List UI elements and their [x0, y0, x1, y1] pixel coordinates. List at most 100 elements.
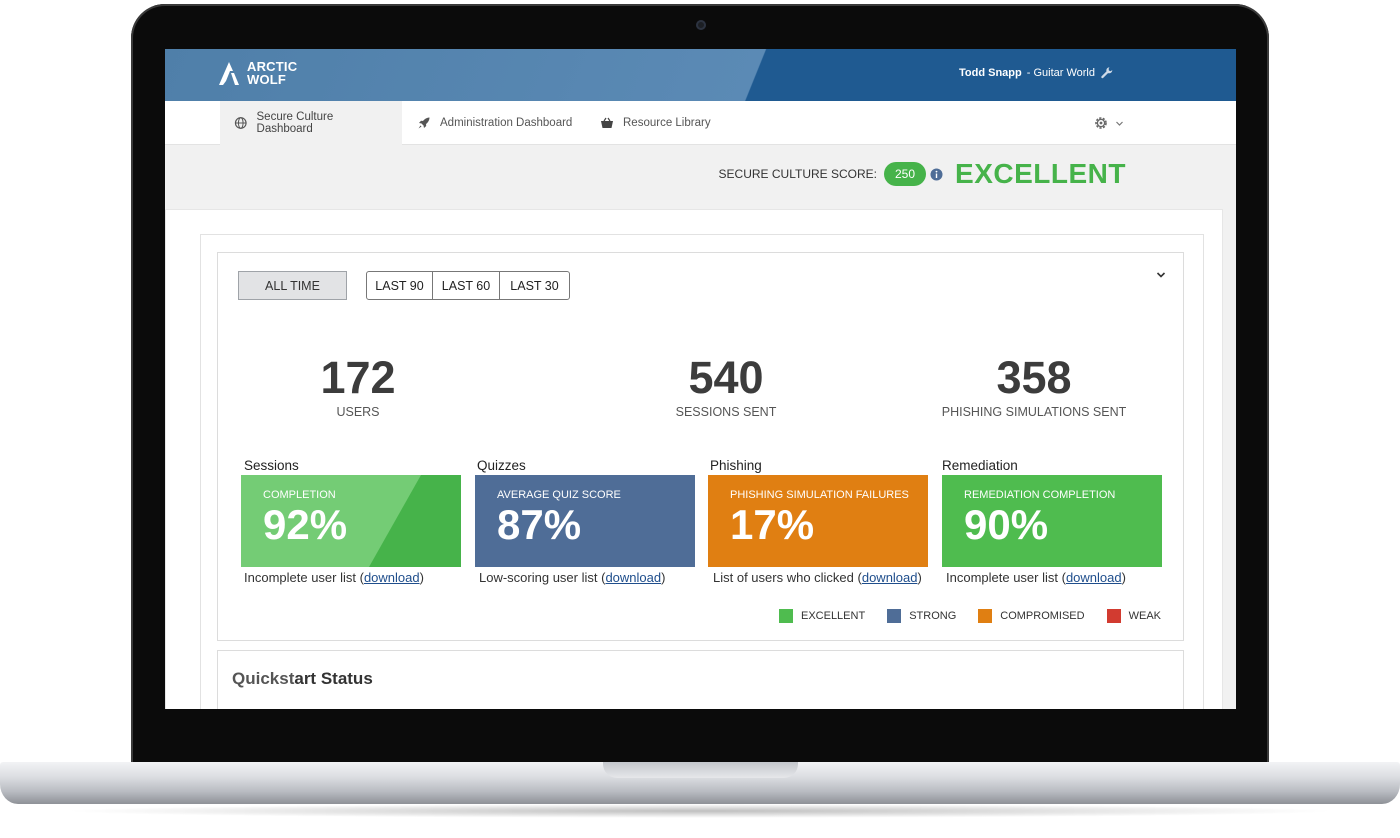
stat-value: 540 — [688, 352, 764, 403]
last-30-button[interactable]: LAST 30 — [499, 271, 570, 300]
legend-swatch — [887, 609, 902, 623]
tab-administration-dashboard[interactable]: Administration Dashboard — [403, 101, 586, 145]
tile-subtitle: REMEDIATION COMPLETION — [964, 489, 1116, 501]
gear-icon — [1095, 117, 1107, 129]
laptop-shadow — [60, 804, 1340, 818]
stat-label: PHISHING SIMULATIONS SENT — [941, 405, 1127, 419]
score-label: SECURE CULTURE SCORE: — [718, 167, 877, 181]
link-prefix: List of users who clicked ( — [713, 570, 862, 585]
tile-title: Sessions — [244, 458, 299, 473]
tab-label: Administration Dashboard — [440, 117, 573, 129]
stat-value: 172 — [320, 352, 396, 403]
link-suffix: ) — [661, 570, 666, 585]
logo-text: ARCTIC WOLF — [247, 60, 297, 86]
wrench-icon[interactable] — [1100, 66, 1114, 80]
tile-phishing: Phishing PHISHING SIMULATION FAILURES 17… — [708, 457, 928, 585]
info-icon[interactable] — [930, 168, 943, 181]
quickstart-title: Quickstart Status — [232, 669, 373, 689]
tile-value: 87% — [497, 501, 582, 548]
legend-label: STRONG — [909, 610, 957, 622]
screen: ARCTIC WOLF Todd Snapp - Guitar World Se… — [165, 49, 1236, 709]
score-rating: EXCELLENT — [955, 158, 1126, 189]
metrics-card: ALL TIME LAST 90 LAST 60 LAST 30 172 USE… — [217, 252, 1184, 641]
legend-swatch — [778, 609, 793, 623]
rocket-icon — [418, 117, 430, 129]
tile-link-text: Incomplete user list (download) — [942, 570, 1162, 585]
last-90-button[interactable]: LAST 90 — [366, 271, 433, 300]
settings-menu[interactable] — [1093, 115, 1124, 131]
top-bar: ARCTIC WOLF Todd Snapp - Guitar World — [165, 49, 1236, 101]
legend-label: COMPROMISED — [1000, 610, 1085, 622]
tile-stripe — [369, 475, 461, 567]
status-legend: EXCELLENT STRONG COMPROMISED WEAK — [778, 609, 1161, 623]
stat-value: 358 — [996, 352, 1072, 403]
download-link[interactable]: download — [605, 570, 662, 585]
download-link[interactable]: download — [1065, 570, 1122, 585]
tile-card[interactable]: REMEDIATION COMPLETION 90% — [942, 475, 1162, 567]
tile-sessions: Sessions COMPLETION 92% Incomplete user … — [241, 457, 461, 585]
tile-title: Remediation — [942, 458, 1018, 473]
link-suffix: ) — [1121, 570, 1126, 585]
tile-card[interactable]: AVERAGE QUIZ SCORE 87% — [475, 475, 695, 567]
link-suffix: ) — [419, 570, 424, 585]
tile-subtitle: COMPLETION — [263, 489, 336, 501]
basket-icon — [601, 117, 613, 128]
laptop-notch — [603, 762, 798, 778]
chevron-down-icon — [1116, 121, 1123, 126]
legend-item-strong: STRONG — [887, 609, 956, 623]
all-time-button[interactable]: ALL TIME — [238, 271, 347, 300]
link-suffix: ) — [917, 570, 922, 585]
user-menu[interactable]: Todd Snapp - Guitar World — [959, 66, 1114, 80]
tile-title: Quizzes — [477, 458, 526, 473]
tab-resource-library[interactable]: Resource Library — [586, 101, 725, 145]
tab-label: Secure Culture Dashboard — [256, 111, 334, 135]
stat-sessions-sent: 540 SESSIONS SENT — [666, 352, 786, 420]
legend-swatch — [978, 609, 993, 623]
stat-phishing-simulations-sent: 358 PHISHING SIMULATIONS SENT — [934, 352, 1134, 420]
download-link[interactable]: download — [363, 570, 420, 585]
tile-subtitle: PHISHING SIMULATION FAILURES — [730, 489, 909, 501]
legend-item-weak: WEAK — [1106, 609, 1161, 623]
legend-item-excellent: EXCELLENT — [778, 609, 866, 623]
legend-label: EXCELLENT — [800, 610, 866, 622]
tile-card[interactable]: PHISHING SIMULATION FAILURES 17% — [708, 475, 928, 567]
tile-value: 92% — [263, 501, 348, 548]
score-badge: 250 — [884, 162, 927, 186]
last-60-button[interactable]: LAST 60 — [432, 271, 500, 300]
webcam-icon — [696, 20, 706, 30]
legend-swatch — [1106, 609, 1121, 623]
tile-link-text: List of users who clicked (download) — [708, 570, 928, 585]
logo-line-1: ARCTIC — [247, 59, 298, 74]
tab-label: Resource Library — [623, 117, 711, 129]
quickstart-title-part-2: art Status — [294, 669, 373, 688]
user-name: Todd Snapp — [959, 67, 1022, 79]
secure-culture-score: SECURE CULTURE SCORE: 250 EXCELLENT — [719, 158, 1126, 190]
link-prefix: Low-scoring user list ( — [479, 570, 606, 585]
stat-users: 172 USERS — [298, 352, 418, 420]
stat-label: USERS — [336, 405, 380, 419]
tile-link-text: Incomplete user list (download) — [241, 570, 461, 585]
collapse-chevron-icon[interactable] — [1155, 269, 1167, 281]
tile-remediation: Remediation REMEDIATION COMPLETION 90% I… — [942, 457, 1162, 585]
download-link[interactable]: download — [861, 570, 918, 585]
tile-link-text: Low-scoring user list (download) — [475, 570, 695, 585]
legend-item-compromised: COMPROMISED — [978, 609, 1085, 623]
arctic-wolf-logo[interactable]: ARCTIC WOLF — [217, 59, 297, 87]
quickstart-title-part-1: Quickst — [232, 669, 295, 688]
range-button-group: LAST 90 LAST 60 LAST 30 — [366, 271, 570, 300]
tile-subtitle: AVERAGE QUIZ SCORE — [497, 489, 621, 501]
legend-label: WEAK — [1128, 610, 1161, 622]
wolf-mountain-icon — [219, 62, 239, 85]
link-prefix: Incomplete user list ( — [946, 570, 1066, 585]
tile-card[interactable]: COMPLETION 92% — [241, 475, 461, 567]
link-prefix: Incomplete user list ( — [244, 570, 364, 585]
globe-icon — [234, 117, 247, 129]
stat-label: SESSIONS SENT — [675, 405, 777, 419]
tile-value: 90% — [964, 501, 1049, 548]
tile-quizzes: Quizzes AVERAGE QUIZ SCORE 87% Low-scori… — [475, 457, 695, 585]
quickstart-status-card: Quickstart Status — [217, 650, 1184, 709]
tab-secure-culture-dashboard[interactable]: Secure Culture Dashboard — [220, 101, 402, 145]
tile-title: Phishing — [710, 458, 762, 473]
nav-bar: Secure Culture Dashboard Administration … — [165, 101, 1236, 145]
org-name: - Guitar World — [1026, 67, 1095, 79]
